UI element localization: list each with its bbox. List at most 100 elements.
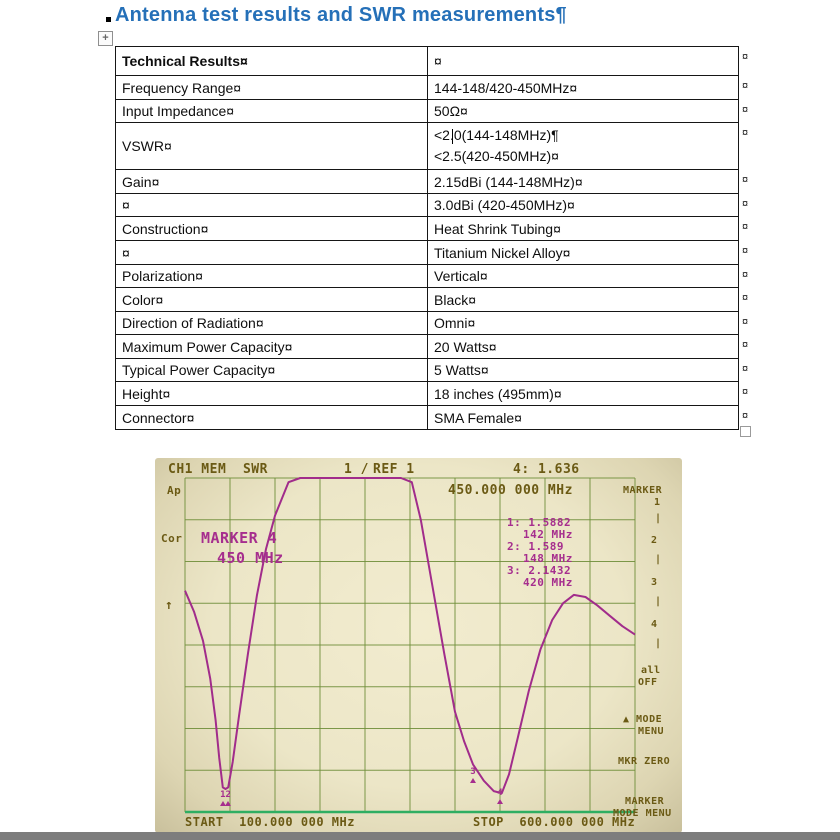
- row-end-mark: ¤: [742, 198, 749, 210]
- technical-results-table: Technical Results¤ ¤ Frequency Range¤ 14…: [115, 46, 739, 430]
- grid-horizontal-lines: [185, 477, 635, 771]
- stop-frequency-label: STOP 600.000 000 MHz: [473, 815, 636, 829]
- softkey-mode-menu-line1[interactable]: ▲ MODE: [623, 714, 663, 725]
- spec-label-cell[interactable]: Gain¤: [115, 169, 428, 194]
- softkey-mkr-zero[interactable]: MKR ZERO: [618, 756, 671, 767]
- up-arrow-icon: ↑: [165, 598, 174, 613]
- spec-value-cell[interactable]: 144-148/420-450MHz¤: [427, 75, 739, 100]
- table-row: Polarization¤ Vertical¤: [115, 264, 739, 288]
- table-row: Color¤ Black¤: [115, 287, 739, 312]
- marker-frequency: 450 MHz: [217, 549, 284, 567]
- row-end-mark: ¤: [742, 363, 749, 375]
- spec-label-cell[interactable]: Frequency Range¤: [115, 75, 428, 100]
- active-marker-frequency: 450.000 000 MHz: [448, 483, 573, 498]
- scale-label: 1 /: [344, 462, 369, 477]
- network-analyzer-image[interactable]: CH1 MEM SWR 1 / REF 1 4: 1.636 450.000 0…: [155, 458, 682, 833]
- row-end-mark: ¤: [742, 127, 749, 139]
- cor-status-label: Cor: [161, 532, 183, 545]
- row-end-mark: ¤: [742, 316, 749, 328]
- softkey-mode-menu-line2[interactable]: MENU: [638, 726, 665, 737]
- spec-value-cell[interactable]: Omni¤: [427, 311, 739, 335]
- marker1-value: 1: 1.5882: [507, 516, 572, 529]
- spec-label-cell[interactable]: Direction of Radiation¤: [115, 311, 428, 335]
- spec-label-cell[interactable]: Color¤: [115, 287, 428, 312]
- spec-label-cell[interactable]: VSWR¤: [115, 122, 428, 170]
- spec-value-cell[interactable]: Titanium Nickel Alloy¤: [427, 240, 739, 265]
- softkey-menu-title: MARKER: [623, 485, 663, 496]
- spec-label-cell[interactable]: Maximum Power Capacity¤: [115, 334, 428, 359]
- softkey-all-off-line2[interactable]: OFF: [638, 677, 658, 688]
- table-row: Gain¤ 2.15dBi (144-148MHz)¤: [115, 169, 739, 194]
- text-cursor: [452, 129, 453, 144]
- spec-value-cell[interactable]: <2.0(144-148MHz)¶ <2.5(420-450MHz)¤: [427, 122, 739, 170]
- spec-value-cell[interactable]: Black¤: [427, 287, 739, 312]
- spec-label-cell[interactable]: ¤: [115, 240, 428, 265]
- table-row: Direction of Radiation¤ Omni¤: [115, 311, 739, 335]
- menu-separator: |: [655, 513, 662, 524]
- spec-value-cell[interactable]: Vertical¤: [427, 264, 739, 288]
- vswr-line-1: <2.0(144-148MHz)¶: [434, 127, 559, 143]
- spec-label-cell[interactable]: Polarization¤: [115, 264, 428, 288]
- softkey-all-off-line1[interactable]: all: [641, 665, 661, 676]
- softkey-marker-4[interactable]: 4: [651, 619, 658, 630]
- ref-label: REF 1: [373, 462, 415, 477]
- row-end-mark: ¤: [742, 410, 749, 422]
- marker2-value: 2: 1.589: [507, 540, 564, 553]
- table-resize-handle[interactable]: [740, 426, 751, 437]
- table-row: ¤ Titanium Nickel Alloy¤: [115, 240, 739, 265]
- table-move-handle[interactable]: +: [98, 31, 113, 46]
- spec-value-cell[interactable]: 5 Watts¤: [427, 358, 739, 382]
- menu-separator: |: [655, 596, 662, 607]
- spec-value-cell[interactable]: 18 inches (495mm)¤: [427, 381, 739, 406]
- table-row: Typical Power Capacity¤ 5 Watts¤: [115, 358, 739, 382]
- table-row: Maximum Power Capacity¤ 20 Watts¤: [115, 334, 739, 359]
- marker-title: MARKER 4: [201, 529, 278, 547]
- menu-separator: |: [655, 554, 662, 565]
- spec-label-cell[interactable]: Input Impedance¤: [115, 99, 428, 123]
- spec-value-cell[interactable]: 2.15dBi (144-148MHz)¤: [427, 169, 739, 194]
- table-row: VSWR¤ <2.0(144-148MHz)¶ <2.5(420-450MHz)…: [115, 122, 739, 170]
- spec-value-cell[interactable]: SMA Female¤: [427, 405, 739, 430]
- softkey-marker-mode-line1[interactable]: MARKER: [625, 796, 665, 807]
- row-end-mark: ¤: [742, 292, 749, 304]
- softkey-marker-3[interactable]: 3: [651, 577, 658, 588]
- table-row: Frequency Range¤ 144-148/420-450MHz¤: [115, 75, 739, 100]
- marker2-freq: 148 MHz: [523, 552, 573, 565]
- document-heading[interactable]: Antenna test results and SWR measurement…: [115, 4, 567, 26]
- spec-label-cell[interactable]: Connector¤: [115, 405, 428, 430]
- row-end-mark: ¤: [742, 339, 749, 351]
- row-end-mark: ¤: [742, 269, 749, 281]
- softkey-marker-2[interactable]: 2: [651, 535, 658, 546]
- window-bottom-edge: [0, 832, 840, 840]
- spec-value-cell[interactable]: 20 Watts¤: [427, 334, 739, 359]
- softkey-marker-1[interactable]: 1: [654, 497, 661, 508]
- spec-label-cell[interactable]: Typical Power Capacity¤: [115, 358, 428, 382]
- table-row: Input Impedance¤ 50Ω¤: [115, 99, 739, 123]
- marker3-value: 3: 2.1432: [507, 564, 572, 577]
- table-header-value-cell[interactable]: ¤: [427, 46, 739, 76]
- spec-label-cell[interactable]: Construction¤: [115, 216, 428, 241]
- list-bullet-icon: [106, 17, 111, 22]
- vswr-line-2: <2.5(420-450MHz)¤: [434, 148, 559, 164]
- move-cross-icon: +: [102, 32, 109, 44]
- table-title-cell[interactable]: Technical Results¤: [115, 46, 428, 76]
- spec-value-cell[interactable]: Heat Shrink Tubing¤: [427, 216, 739, 241]
- ap-status-label: Ap: [167, 484, 182, 497]
- row-end-mark: ¤: [742, 245, 749, 257]
- spec-value-cell[interactable]: 50Ω¤: [427, 99, 739, 123]
- row-end-mark: ¤: [742, 386, 749, 398]
- table-row: Connector¤ SMA Female¤: [115, 405, 739, 430]
- marker1-freq: 142 MHz: [523, 528, 573, 541]
- spec-label-cell[interactable]: Height¤: [115, 381, 428, 406]
- channel-label: CH1 MEM SWR: [168, 462, 268, 477]
- start-frequency-label: START 100.000 000 MHz: [185, 815, 355, 829]
- row-end-mark: ¤: [742, 104, 749, 116]
- table-row: ¤ 3.0dBi (420-450MHz)¤: [115, 193, 739, 217]
- marker3-freq: 420 MHz: [523, 576, 573, 589]
- table-row: Construction¤ Heat Shrink Tubing¤: [115, 216, 739, 241]
- table-header-row: Technical Results¤ ¤: [115, 46, 739, 76]
- softkey-marker-mode-line2[interactable]: MODE MENU: [613, 808, 672, 819]
- swr-trace: [184, 477, 636, 795]
- spec-label-cell[interactable]: ¤: [115, 193, 428, 217]
- spec-value-cell[interactable]: 3.0dBi (420-450MHz)¤: [427, 193, 739, 217]
